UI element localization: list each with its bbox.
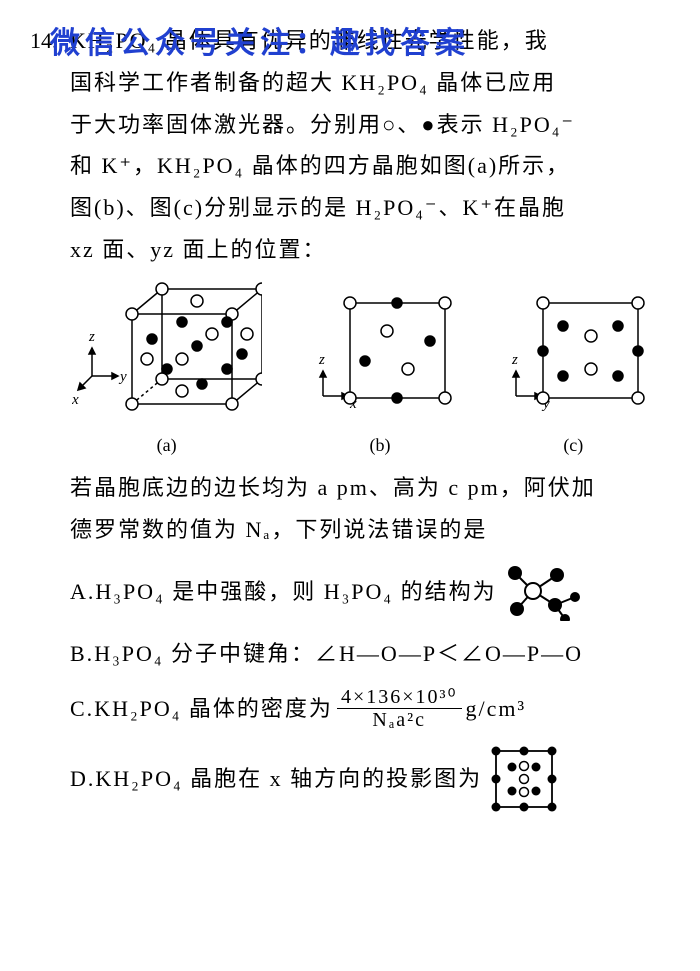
- diagram-b: z x: [305, 291, 455, 426]
- option-a-text: H₃PO₄ 是中强酸，则 H₃PO₄ 的结构为: [95, 571, 496, 613]
- diagram-a-label: (a): [72, 428, 262, 462]
- line: xz 面、yz 面上的位置：: [70, 229, 670, 271]
- diagram-a: z y x: [72, 281, 262, 426]
- line: 于大功率固体激光器。分别用○、●表示 H₂PO₄⁻: [70, 104, 670, 146]
- option-b-prefix: B.: [70, 633, 94, 675]
- diagram-b-group: z x (b): [305, 291, 455, 462]
- options-block: A. H₃PO₄ 是中强酸，则 H₃PO₄ 的结构为 B. H₃PO₄ 分子中键…: [70, 563, 670, 816]
- watermark-text: 微信公众号关注：趣找答案: [50, 15, 470, 72]
- option-c-text1: KH₂PO₄ 晶体的密度为: [94, 688, 333, 730]
- option-c-fraction: 4×136×10³⁰ Nₐa²c: [337, 686, 462, 731]
- option-c: C. KH₂PO₄ 晶体的密度为 4×136×10³⁰ Nₐa²c g/cm³: [70, 686, 670, 731]
- svg-text:z: z: [511, 352, 518, 368]
- svg-text:z: z: [88, 329, 95, 345]
- frac-numerator: 4×136×10³⁰: [337, 686, 462, 709]
- option-b-text: H₃PO₄ 分子中键角：∠H—O—P＜∠O—P—O: [94, 633, 583, 675]
- diagram-row: z y x: [50, 281, 670, 462]
- option-c-prefix: C.: [70, 688, 94, 730]
- frac-denominator: Nₐa²c: [368, 709, 430, 731]
- option-a: A. H₃PO₄ 是中强酸，则 H₃PO₄ 的结构为: [70, 563, 670, 621]
- post-diagram-text: 若晶胞底边的边长均为 a pm、高为 c pm，阿伏加 德罗常数的值为 Nₐ，下…: [70, 467, 670, 551]
- diagram-b-label: (b): [305, 428, 455, 462]
- diagram-a-group: z y x: [72, 281, 262, 462]
- option-d-text: KH₂PO₄ 晶胞在 x 轴方向的投影图为: [95, 758, 482, 800]
- line: 图(b)、图(c)分别显示的是 H₂PO₄⁻、K⁺在晶胞: [70, 187, 670, 229]
- diagram-c: z y: [498, 291, 648, 426]
- option-d-projection: [488, 743, 560, 815]
- diagram-c-label: (c): [498, 428, 648, 462]
- option-a-structure: [501, 563, 586, 621]
- svg-text:z: z: [318, 352, 325, 368]
- line: 和 K⁺，KH₂PO₄ 晶体的四方晶胞如图(a)所示，: [70, 145, 670, 187]
- option-c-text2: g/cm³: [466, 688, 527, 730]
- svg-text:x: x: [72, 392, 79, 408]
- line: 若晶胞底边的边长均为 a pm、高为 c pm，阿伏加: [70, 467, 670, 509]
- option-a-prefix: A.: [70, 571, 95, 613]
- option-d: D. KH₂PO₄ 晶胞在 x 轴方向的投影图为: [70, 743, 670, 815]
- option-b: B. H₃PO₄ 分子中键角：∠H—O—P＜∠O—P—O: [70, 633, 670, 675]
- line: 德罗常数的值为 Nₐ，下列说法错误的是: [70, 509, 670, 551]
- option-d-prefix: D.: [70, 758, 95, 800]
- diagram-c-group: z y (c): [498, 291, 648, 462]
- svg-text:y: y: [118, 369, 127, 385]
